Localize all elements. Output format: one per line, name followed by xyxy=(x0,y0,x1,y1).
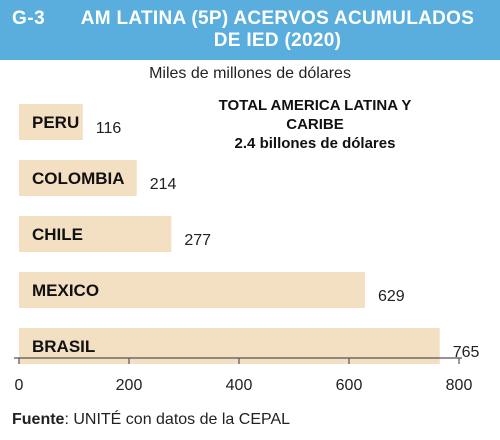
source-text: : UNITÉ con datos de la CEPAL xyxy=(64,411,291,428)
source-label: Fuente xyxy=(12,411,65,428)
data-label-brasil: 765 xyxy=(453,344,480,361)
bar-chile xyxy=(19,216,172,252)
x-tick-label-400: 400 xyxy=(226,377,253,394)
total-annotation: TOTAL AMERICA LATINA Y CARIBE 2.4 billon… xyxy=(195,96,435,153)
total-line-1: TOTAL AMERICA LATINA Y CARIBE xyxy=(218,97,412,133)
source-note: Fuente: UNITÉ con datos de la CEPAL xyxy=(12,411,290,429)
chart-header: G-3 AM LATINA (5P) ACERVOS ACUMULADOS DE… xyxy=(0,0,500,60)
x-tick-label-800: 800 xyxy=(446,377,473,394)
data-label-chile: 277 xyxy=(184,232,211,249)
chart-code: G-3 xyxy=(12,8,46,29)
unit-label: Miles de millones de dólares xyxy=(149,65,351,82)
chart-title: AM LATINA (5P) ACERVOS ACUMULADOS DE IED… xyxy=(80,8,475,51)
data-label-mexico: 629 xyxy=(378,288,405,305)
data-label-colombia: 214 xyxy=(150,176,177,193)
data-label-peru: 116 xyxy=(96,120,122,137)
category-label-brasil: BRASIL xyxy=(32,337,95,356)
category-label-chile: CHILE xyxy=(32,225,83,244)
bar-colombia xyxy=(19,160,137,196)
x-tick-label-0: 0 xyxy=(15,377,24,394)
category-label-colombia: COLOMBIA xyxy=(32,169,125,188)
total-line-2: 2.4 billones de dólares xyxy=(234,135,396,152)
category-label-mexico: MEXICO xyxy=(32,281,99,300)
x-tick-label-200: 200 xyxy=(116,377,143,394)
category-label-peru: PERU xyxy=(32,113,79,132)
bar-mexico xyxy=(19,272,365,308)
x-tick-label-600: 600 xyxy=(336,377,363,394)
bar-peru xyxy=(19,104,83,140)
